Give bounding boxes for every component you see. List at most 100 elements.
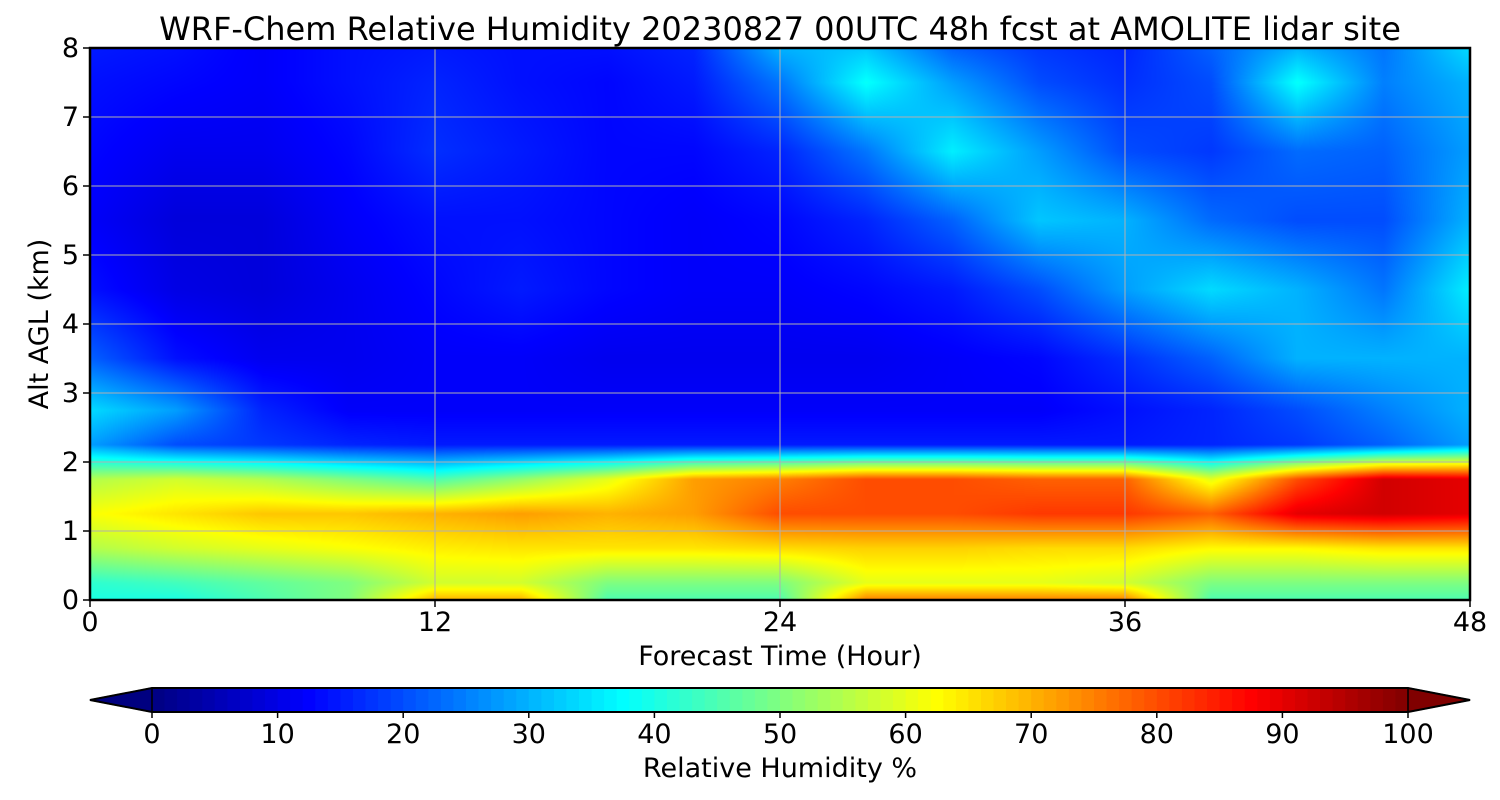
x-tick-label: 48: [1453, 607, 1487, 638]
colorbar-segment: [579, 688, 593, 712]
colorbar-segment: [1106, 688, 1120, 712]
colorbar-segment: [591, 688, 605, 712]
colorbar-segment: [277, 688, 291, 712]
plot-area: [88, 46, 1472, 602]
colorbar-segment: [164, 688, 178, 712]
colorbar-segment: [654, 688, 668, 712]
colorbar-segment: [327, 688, 341, 712]
colorbar-tick-label: 50: [763, 719, 797, 750]
colorbar-segment: [352, 688, 367, 712]
colorbar-segment: [1181, 688, 1196, 712]
x-axis-ticks: 0 12 24 36 48: [81, 600, 1487, 638]
colorbar-segment: [792, 688, 806, 712]
colorbar-segment: [252, 688, 266, 712]
colorbar-segment: [993, 688, 1007, 712]
colorbar-segment: [754, 688, 769, 712]
colorbar-segment: [742, 688, 756, 712]
colorbar-segment: [466, 688, 480, 712]
colorbar-segment: [1018, 688, 1032, 712]
colorbar-segment: [1081, 688, 1095, 712]
colorbar-segment: [604, 688, 618, 712]
colorbar-segment: [1282, 688, 1296, 712]
y-tick-label: 3: [62, 378, 79, 409]
colorbar-segment: [1232, 688, 1246, 712]
colorbar-segment: [1357, 688, 1371, 712]
colorbar-segment: [1043, 688, 1057, 712]
colorbar-segment: [930, 688, 944, 712]
colorbar-segment: [1244, 688, 1258, 712]
colorbar-extend-min: [89, 687, 153, 713]
colorbar-segment: [1144, 688, 1158, 712]
colorbar-segment: [177, 688, 191, 712]
colorbar-segment: [403, 688, 417, 712]
y-tick-label: 6: [62, 171, 79, 202]
y-tick-label: 8: [62, 33, 79, 64]
colorbar-segment: [1119, 688, 1133, 712]
colorbar-segment: [390, 688, 404, 712]
colorbar-segment: [453, 688, 467, 712]
colorbar-segment: [855, 688, 869, 712]
colorbar-segment: [1094, 688, 1108, 712]
colorbar-segment: [679, 688, 693, 712]
colorbar-tick-label: 20: [386, 719, 420, 750]
colorbar-segment: [704, 688, 718, 712]
colorbar-segment: [918, 688, 932, 712]
colorbar-segment: [415, 688, 429, 712]
colorbar-segment: [1345, 688, 1359, 712]
colorbar-segment: [729, 688, 743, 712]
colorbar-segments: [152, 688, 1409, 712]
colorbar-segment: [867, 688, 882, 712]
colorbar-tick-label: 40: [637, 719, 671, 750]
colorbar-segment: [340, 688, 354, 712]
colorbar-segment: [629, 688, 643, 712]
colorbar-segment: [378, 688, 392, 712]
colorbar-segment: [767, 688, 781, 712]
colorbar-segment: [214, 688, 228, 712]
colorbar-segment: [365, 688, 379, 712]
colorbar-segment: [315, 688, 329, 712]
colorbar-segment: [666, 688, 681, 712]
colorbar-segment: [290, 688, 304, 712]
colorbar-tick-label: 70: [1014, 719, 1048, 750]
colorbar-segment: [692, 688, 706, 712]
colorbar-segment: [478, 688, 492, 712]
colorbar-segment: [239, 688, 254, 712]
colorbar-segment: [805, 688, 819, 712]
x-tick-label: 0: [81, 607, 98, 638]
colorbar-segment: [1006, 688, 1020, 712]
colorbar-segment: [1395, 688, 1409, 712]
colorbar-segment: [566, 688, 580, 712]
colorbar-segment: [1269, 688, 1283, 712]
colorbar: 0 10 20 30 40 50 60 70 80 90 100 Relative Humidity…: [89, 687, 1471, 784]
y-tick-label: 4: [62, 309, 79, 340]
colorbar-segment: [780, 688, 794, 712]
colorbar-segment: [955, 688, 969, 712]
colorbar-segment: [516, 688, 530, 712]
colorbar-tick-label: 100: [1382, 719, 1434, 750]
colorbar-segment: [1207, 688, 1221, 712]
colorbar-segment: [1294, 688, 1309, 712]
colorbar-label: Relative Humidity %: [643, 753, 917, 784]
colorbar-segment: [943, 688, 957, 712]
colorbar-segment: [202, 688, 216, 712]
x-axis-label: Forecast Time (Hour): [638, 641, 922, 672]
x-tick-label: 24: [763, 607, 797, 638]
y-tick-label: 1: [62, 516, 79, 547]
colorbar-segment: [553, 688, 568, 712]
y-axis-label: Alt AGL (km): [24, 239, 55, 410]
colorbar-segment: [265, 688, 279, 712]
grid-lines: [90, 48, 1470, 600]
colorbar-tick-label: 30: [512, 719, 546, 750]
colorbar-segment: [1307, 688, 1321, 712]
colorbar-segment: [302, 688, 316, 712]
colorbar-segment: [152, 688, 166, 712]
colorbar-segment: [541, 688, 555, 712]
y-tick-label: 5: [62, 240, 79, 271]
colorbar-segment: [1031, 688, 1045, 712]
y-tick-label: 2: [62, 447, 79, 478]
colorbar-segment: [1219, 688, 1233, 712]
colorbar-segment: [717, 688, 731, 712]
colorbar-segment: [1320, 688, 1334, 712]
colorbar-segment: [893, 688, 907, 712]
